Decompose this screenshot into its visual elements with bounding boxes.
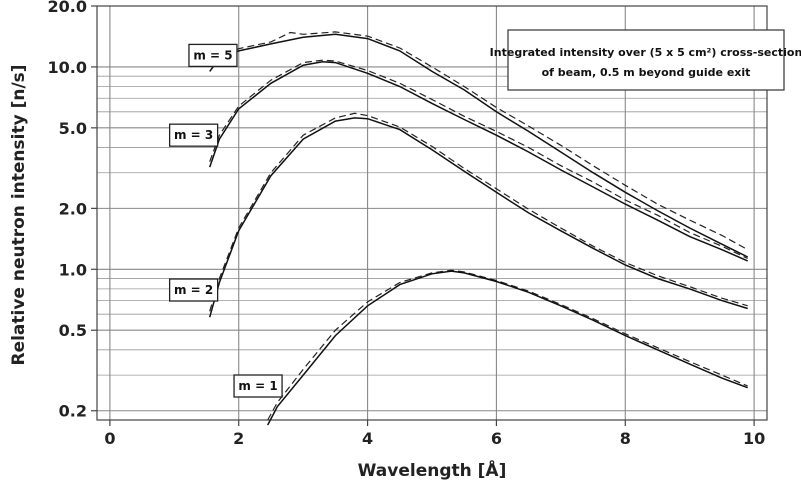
x-axis-ticks: 0 2 4 6 8 10 [104,420,765,448]
x-tick-label: 4 [362,429,373,448]
x-tick-label: 2 [233,429,244,448]
annotation-line-1: Integrated intensity over (5 x 5 cm²) cr… [490,46,801,59]
series-3-dashed-line [209,112,748,312]
series-3-solid-line [208,117,748,318]
x-tick-label: 10 [743,429,765,448]
series-label-4: m = 1 [233,374,283,398]
y-tick-label: 2.0 [59,199,87,218]
series-2-solid-line [208,61,748,262]
y-tick-label: 0.5 [59,321,87,340]
series-1-dashed-line [209,31,748,251]
y-tick-label: 0.2 [59,402,87,421]
annotation-line-2: of beam, 0.5 m beyond guide exit [542,66,751,79]
y-axis-title: Relative neutron intensity [n/s] [9,64,29,365]
series-4-dashed-line [267,269,748,421]
series-label-text: m = 1 [238,379,277,393]
y-tick-label: 1.0 [59,260,87,279]
series-group [208,31,749,426]
series-label-1: m = 5 [188,43,238,68]
x-tick-label: 6 [491,429,502,448]
x-tick-label: 0 [104,429,115,448]
y-axis-ticks: 0.2 0.5 1.0 2.0 5.0 10.0 20.0 [48,0,97,421]
series-label-text: m = 5 [193,48,232,62]
series-2-dashed-line [209,59,748,260]
series-labels: m = 5 m = 3 m = 2 m = 1 [168,43,283,398]
series-label-text: m = 2 [174,283,213,297]
x-axis-title: Wavelength [Å] [358,458,507,481]
y-tick-label: 20.0 [48,0,87,16]
series-1-solid-line [209,33,749,258]
y-tick-label: 5.0 [59,119,87,138]
series-label-2: m = 3 [168,123,219,147]
series-label-3: m = 2 [168,278,219,302]
x-tick-label: 8 [620,429,631,448]
plot-frame [96,5,768,421]
series-4-solid-line [267,270,748,426]
annotation-box: Integrated intensity over (5 x 5 cm²) cr… [490,29,801,91]
y-tick-label: 10.0 [48,58,87,77]
series-label-text: m = 3 [174,128,213,142]
